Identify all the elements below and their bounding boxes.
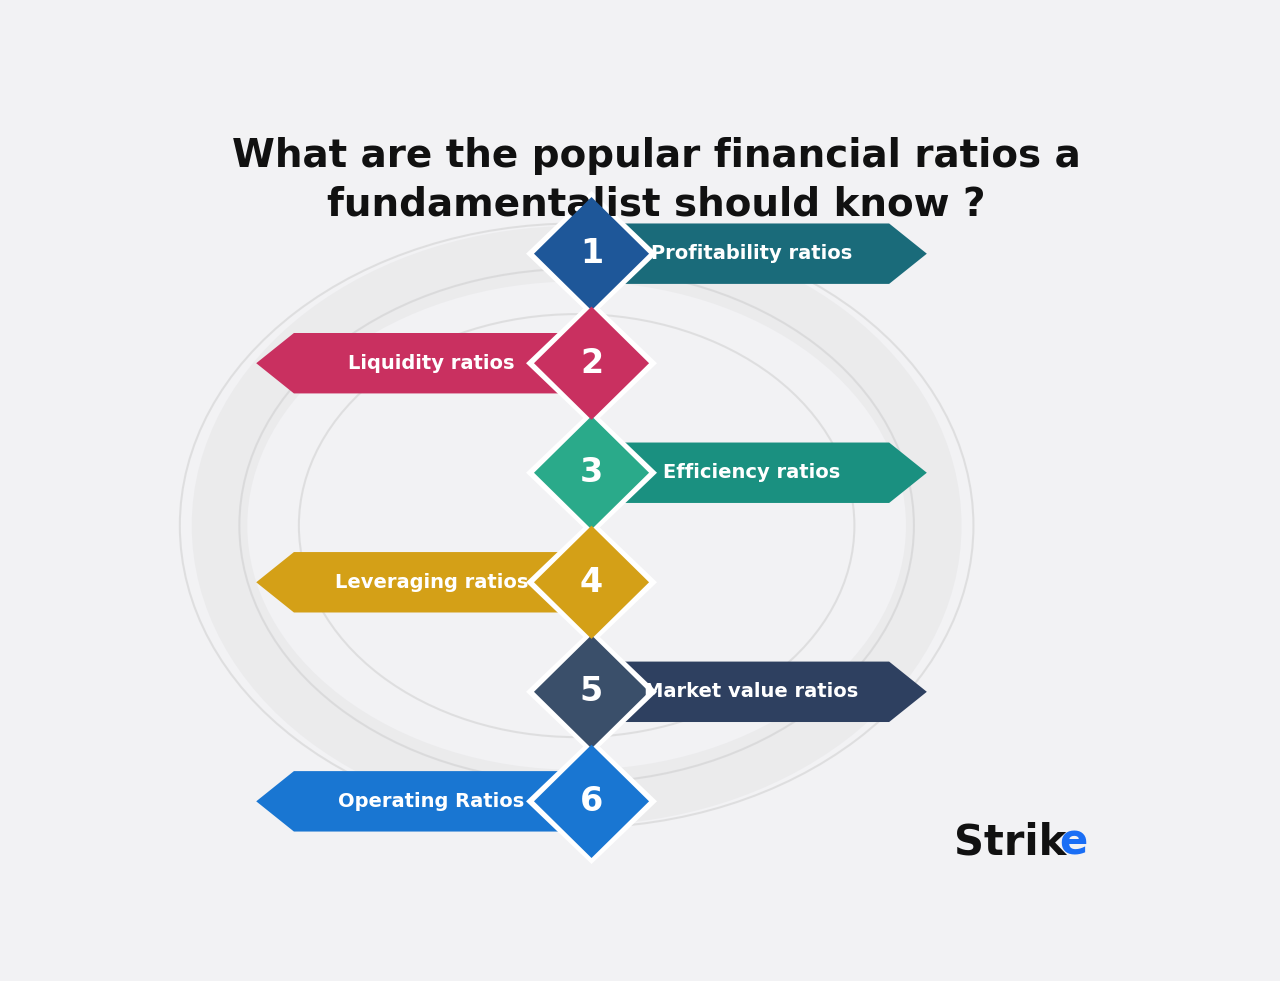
Polygon shape (526, 739, 657, 864)
Polygon shape (526, 300, 657, 426)
Text: Market value ratios: Market value ratios (644, 683, 859, 701)
Text: 1: 1 (580, 237, 603, 270)
Polygon shape (534, 635, 649, 749)
Text: Efficiency ratios: Efficiency ratios (663, 463, 840, 483)
Text: 2: 2 (580, 346, 603, 380)
Polygon shape (534, 306, 649, 420)
Polygon shape (575, 442, 927, 503)
Text: 3: 3 (580, 456, 603, 490)
Text: Strik: Strik (954, 822, 1066, 864)
Polygon shape (534, 745, 649, 858)
Text: Profitability ratios: Profitability ratios (652, 244, 852, 263)
Polygon shape (256, 552, 609, 612)
Polygon shape (534, 197, 649, 310)
Text: 6: 6 (580, 785, 603, 818)
Text: 5: 5 (580, 675, 603, 708)
Text: Operating Ratios: Operating Ratios (338, 792, 525, 811)
Text: What are the popular financial ratios a
fundamentalist should know ?: What are the popular financial ratios a … (232, 136, 1080, 223)
Polygon shape (575, 224, 927, 284)
Polygon shape (526, 410, 657, 536)
Polygon shape (526, 191, 657, 317)
Text: Leveraging ratios: Leveraging ratios (335, 573, 529, 592)
Polygon shape (256, 771, 609, 832)
Polygon shape (526, 520, 657, 645)
Text: 4: 4 (580, 566, 603, 598)
Polygon shape (534, 526, 649, 639)
Text: e: e (1060, 822, 1088, 864)
Text: Liquidity ratios: Liquidity ratios (348, 354, 515, 373)
Polygon shape (256, 333, 609, 393)
Polygon shape (526, 629, 657, 754)
Polygon shape (575, 661, 927, 722)
Polygon shape (534, 416, 649, 530)
